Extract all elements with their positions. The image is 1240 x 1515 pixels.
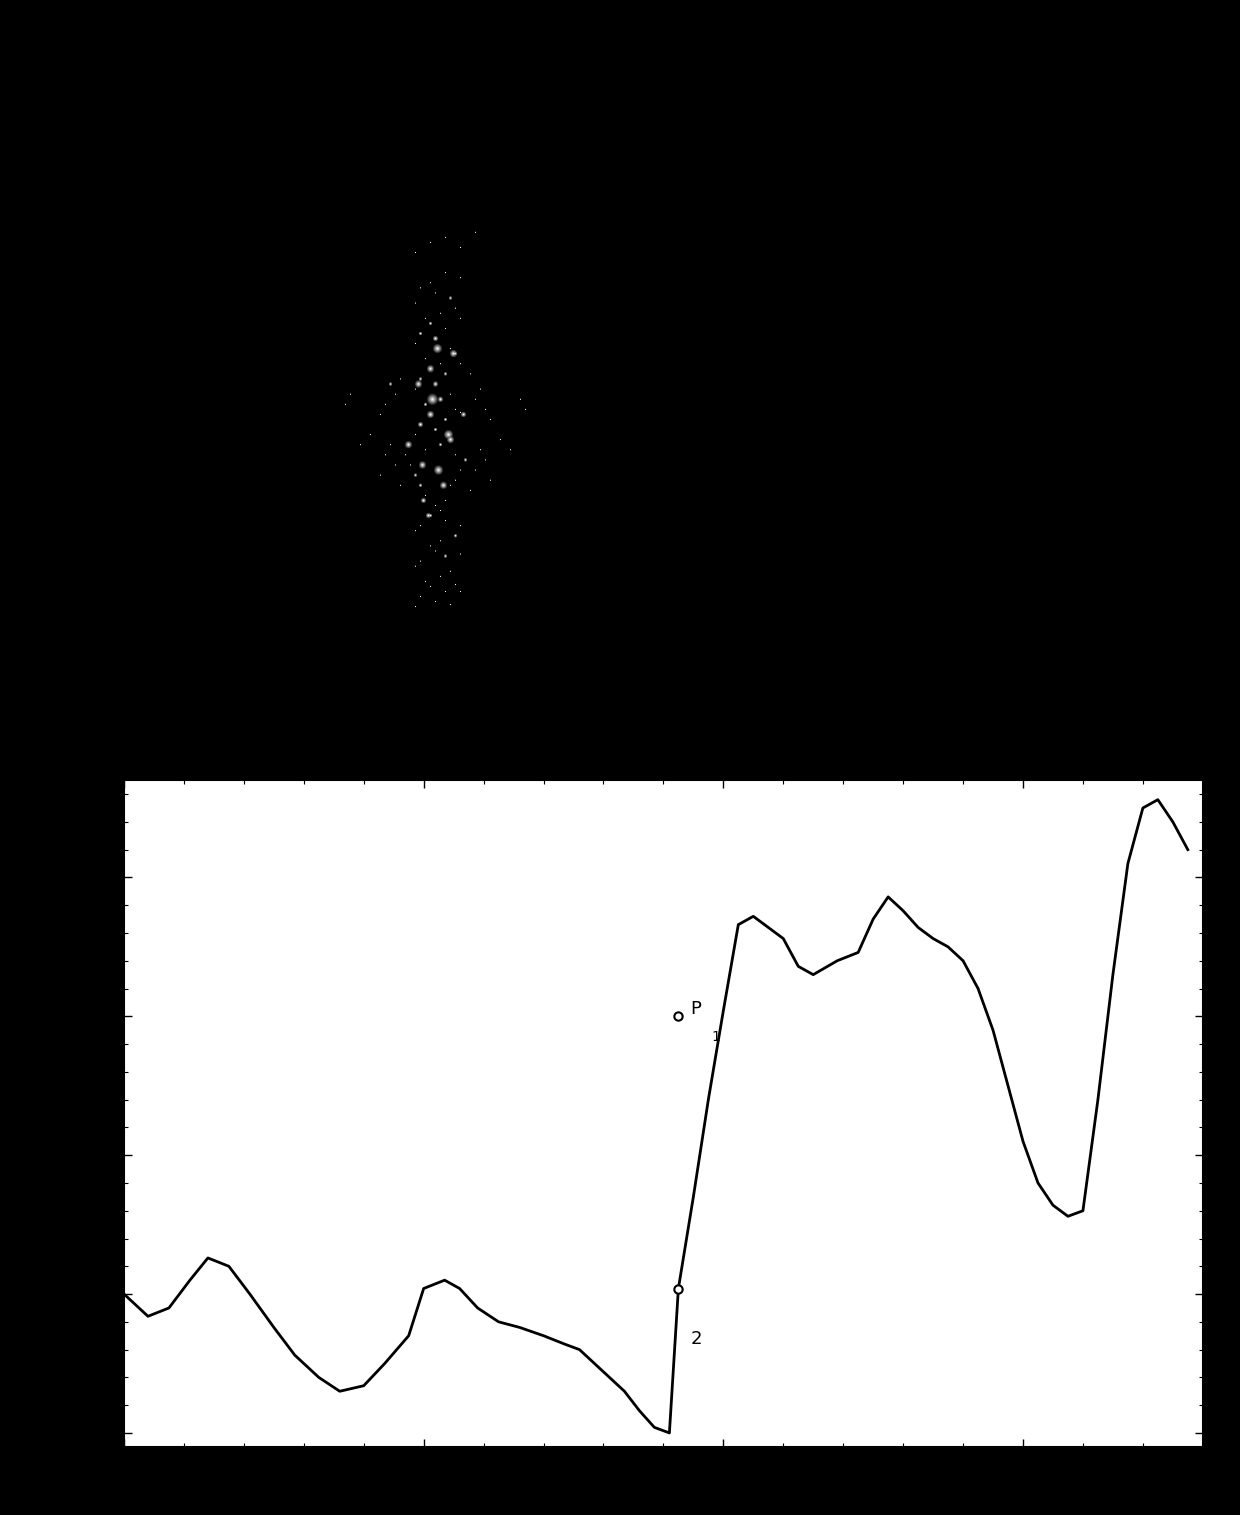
X-axis label: 距离（微米）: 距离（微米）	[624, 1476, 703, 1497]
Y-axis label: 灰度: 灰度	[68, 1100, 89, 1127]
Text: 1: 1	[712, 1030, 720, 1044]
Text: 2: 2	[691, 1330, 702, 1348]
Text: P: P	[691, 1000, 702, 1018]
